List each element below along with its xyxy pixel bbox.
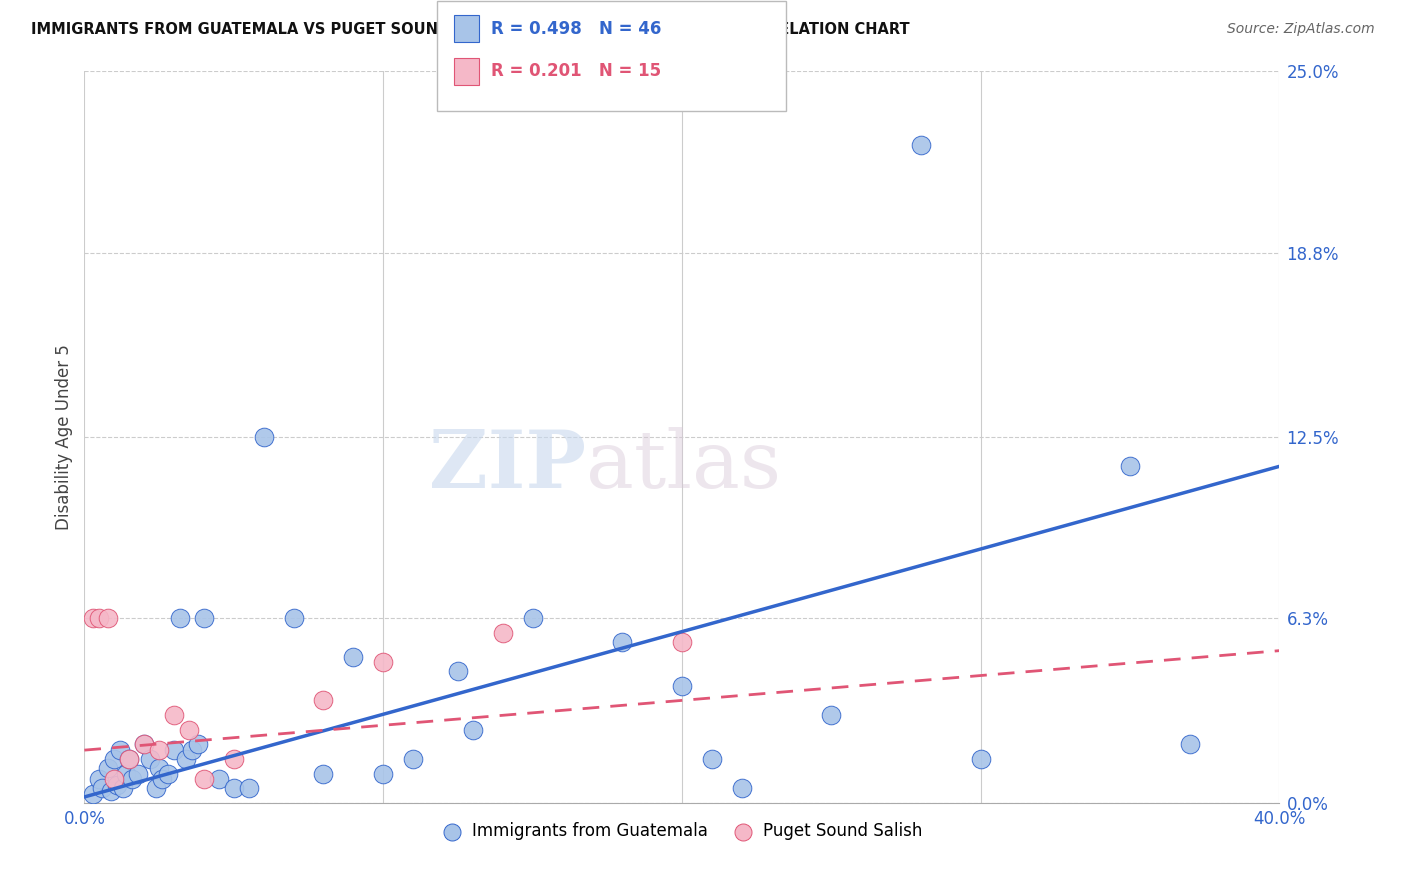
Point (193, 611, 215, 625)
Text: Source: ZipAtlas.com: Source: ZipAtlas.com (1227, 22, 1375, 37)
Point (193, 772, 215, 787)
Point (671, 679, 693, 693)
Point (132, 737, 156, 751)
Point (373, 766, 395, 780)
Y-axis label: Disability Age Under 5: Disability Age Under 5 (55, 344, 73, 530)
Text: ZIP: ZIP (429, 427, 586, 506)
Point (145, 781, 167, 796)
Point (163, 708, 186, 723)
Text: R = 0.498   N = 46: R = 0.498 N = 46 (491, 20, 661, 37)
Text: R = 0.201   N = 15: R = 0.201 N = 15 (491, 62, 661, 80)
Point (91, 781, 114, 796)
Point (163, 743, 186, 757)
Point (103, 772, 125, 787)
Point (121, 772, 143, 787)
Point (118, 752, 141, 766)
Point (139, 752, 162, 766)
Point (127, 766, 149, 780)
Point (970, 752, 993, 766)
Point (731, 781, 754, 796)
Point (700, 752, 723, 766)
Point (100, 784, 122, 798)
Point (187, 737, 209, 751)
Point (820, 708, 842, 723)
Point (253, 430, 276, 444)
Text: atlas: atlas (586, 427, 782, 506)
Point (222, 752, 245, 766)
Point (312, 693, 335, 707)
Point (208, 772, 231, 787)
Point (402, 752, 425, 766)
Point (222, 781, 245, 796)
Point (82, 787, 104, 801)
Point (612, 635, 634, 649)
Point (522, 611, 544, 625)
Point (238, 781, 260, 796)
Point (148, 743, 170, 757)
Point (177, 723, 200, 737)
Point (103, 752, 125, 766)
Point (342, 649, 364, 664)
Point (97, 761, 120, 775)
Point (461, 723, 484, 737)
Point (169, 611, 191, 625)
Text: IMMIGRANTS FROM GUATEMALA VS PUGET SOUND SALISH DISABILITY AGE UNDER 5 CORRELATI: IMMIGRANTS FROM GUATEMALA VS PUGET SOUND… (31, 22, 910, 37)
Point (118, 752, 141, 766)
Point (1119, 459, 1142, 474)
Point (312, 766, 335, 780)
Point (82, 611, 104, 625)
Point (447, 664, 470, 678)
Point (150, 772, 173, 787)
Point (1178, 737, 1201, 751)
Point (910, 137, 932, 152)
Point (157, 766, 180, 780)
Point (89, 772, 111, 787)
Point (97, 611, 120, 625)
Point (492, 626, 515, 640)
Point (373, 656, 395, 670)
Point (89, 611, 111, 625)
Legend: Immigrants from Guatemala, Puget Sound Salish: Immigrants from Guatemala, Puget Sound S… (434, 816, 929, 847)
Point (181, 743, 204, 757)
Point (148, 761, 170, 775)
Point (132, 737, 156, 751)
Point (105, 778, 128, 792)
Point (283, 611, 305, 625)
Point (174, 752, 197, 766)
Point (110, 743, 132, 757)
Point (115, 766, 138, 780)
Point (671, 635, 693, 649)
Point (112, 781, 135, 796)
